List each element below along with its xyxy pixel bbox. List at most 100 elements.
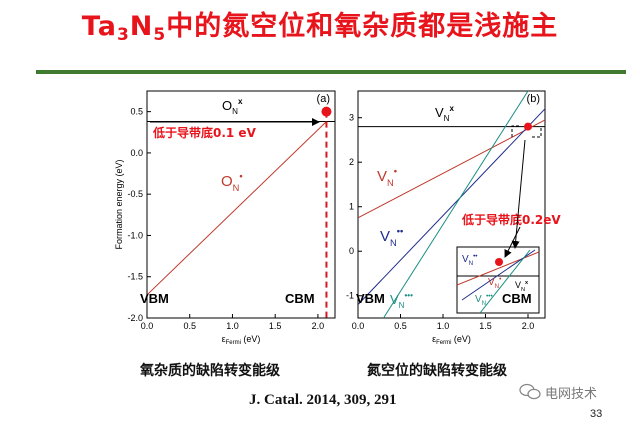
arrow-annotation-b: 低于导带底0.2eV [461, 212, 561, 227]
series-label-b-3-sup: ••• [404, 291, 413, 300]
y-tick-label-a-4: 0.0 [130, 148, 143, 158]
series-label-a-0: ONx [222, 97, 243, 116]
series-label-a-1-sub: N [233, 183, 240, 193]
x-axis-title-eps-b: ε [432, 334, 436, 344]
slide-title: Ta3N5中的氮空位和氧杂质都是浅施主 [0, 4, 640, 45]
series-line-b-1 [358, 119, 545, 219]
y-tick-label-a-2: -1.0 [127, 230, 143, 240]
x-axis-title-eps-a: ε [222, 334, 226, 344]
inset-point [495, 258, 503, 266]
zoom-arrow-b [511, 139, 526, 249]
inset-label-1-base: V [488, 277, 495, 288]
x-tick-label-a-4: 2.0 [312, 321, 325, 331]
series-label-b-3-sub: N [399, 301, 405, 310]
y-tick-label-b-2: 1 [349, 202, 354, 212]
inset-line-triple [479, 249, 531, 313]
y-tick-label-b-0: -1 [346, 291, 354, 301]
y-tick-label-a-5: 0.5 [130, 107, 143, 117]
x-axis-title-unit-b: (eV) [451, 334, 471, 344]
vbm-label-a: VBM [140, 291, 169, 306]
series-label-b-3-base: V [390, 292, 399, 307]
y-tick-label-a-1: -1.5 [127, 272, 143, 282]
x-axis-title-sub-a: Fermi [226, 340, 241, 346]
panel-label-a: (a) [317, 93, 330, 105]
inset-label-3-base: V [475, 294, 482, 305]
inset-label-0: VN•• [462, 252, 477, 267]
data-point-b [524, 122, 532, 131]
zoom-bracket-top [511, 125, 520, 137]
title-sub-3: 3 [116, 25, 130, 45]
plot-frame-a [146, 90, 336, 319]
inset-label-1: VN• [488, 275, 501, 290]
inset-line-single [457, 251, 539, 286]
y-tick-label-b-1: 0 [349, 246, 354, 256]
inset-label-2-sup: x [525, 280, 529, 286]
caption-left: 氧杂质的缺陷转变能级 [140, 363, 280, 379]
series-label-a-0-base: O [222, 98, 232, 113]
series-label-b-3: VN••• [390, 291, 413, 310]
x-tick-label-b-0: 0.0 [352, 321, 365, 331]
x-tick-label-a-3: 1.5 [269, 321, 282, 331]
inset-label-2-sub: N [521, 287, 525, 293]
series-line-a-1 [147, 121, 327, 296]
x-tick-label-a-2: 1.0 [226, 321, 239, 331]
y-axis-title-a: Formation energy (eV) [114, 159, 124, 249]
series-label-b-1-sub: N [387, 178, 394, 188]
wechat-icon [519, 383, 541, 400]
title-sub-5: 5 [153, 25, 167, 45]
x-tick-label-b-2: 1.0 [437, 321, 450, 331]
series-label-b-0-sup: x [449, 104, 454, 113]
series-label-b-2-sup: •• [397, 226, 404, 236]
title-divider [36, 70, 626, 74]
series-label-a-1-base: O [221, 173, 233, 190]
series-label-b-2: VN•• [380, 226, 403, 248]
zoom-bracket-bottom [532, 127, 542, 138]
series-label-b-1-sup: • [394, 166, 397, 176]
inset-label-1-sup: • [499, 275, 501, 282]
y-tick-label-b-3: 2 [349, 157, 354, 167]
x-tick-label-b-1: 0.5 [394, 321, 407, 331]
y-tick-label-b-4: 3 [349, 113, 354, 123]
series-label-a-0-sup: x [238, 97, 243, 106]
series-label-b-2-sub: N [390, 238, 397, 248]
cbm-label-b: CBM [502, 291, 532, 306]
x-tick-label-b-3: 1.5 [479, 321, 492, 331]
inset-lines [457, 249, 539, 313]
inset-label-0-sub: N [469, 260, 473, 267]
x-axis-title-sub-b: Fermi [436, 340, 451, 346]
vbm-label-b: VBM [356, 291, 385, 306]
series-label-b-0-base: V [435, 105, 444, 120]
series-line-b-3 [383, 91, 529, 318]
x-axis-title-a: εFermi (eV) [222, 334, 261, 346]
inset-label-0-sup: •• [473, 252, 477, 259]
citation: J. Catal. 2014, 309, 291 [249, 392, 397, 408]
watermark: 电网技术 [519, 381, 597, 403]
arrow-annotation-a: 低于导带底0.1 eV [152, 125, 257, 140]
series-label-a-0-sub: N [232, 107, 238, 116]
title-ta: Ta [81, 11, 117, 42]
series-label-a-1: ON • [221, 171, 243, 193]
title-n: N [129, 11, 154, 42]
x-tick-label-b-4: 2.0 [522, 321, 535, 331]
x-tick-label-a-1: 0.5 [183, 321, 196, 331]
inset-label-0-base: V [462, 254, 469, 265]
series-line-b-2 [358, 108, 545, 305]
inset-label-1-sub: N [495, 283, 499, 290]
inset-label-2-base: V [515, 280, 521, 290]
panel-label-b: (b) [527, 93, 540, 105]
inset-label-3: VN••• [475, 292, 493, 307]
y-tick-label-a-0: -2.0 [127, 313, 143, 323]
series-label-a-1-sup: • [239, 171, 242, 181]
data-point-a [321, 106, 332, 117]
title-text: 中的氮空位和氧杂质都是浅施主 [166, 11, 559, 42]
x-tick-label-a-0: 0.0 [141, 321, 154, 331]
series-label-b-2-base: V [380, 228, 390, 245]
series-group-a [147, 121, 335, 296]
chart-panel-a: 0.0 0.5 1.0 1.5 2.0 -2.0 -1.5 -1.0 -0.5 0.0 0.5 εFe… [114, 90, 336, 346]
watermark-text: 电网技术 [545, 386, 598, 402]
inset-label-2: VNx [515, 280, 529, 293]
caption-right: 氮空位的缺陷转变能级 [367, 363, 507, 379]
